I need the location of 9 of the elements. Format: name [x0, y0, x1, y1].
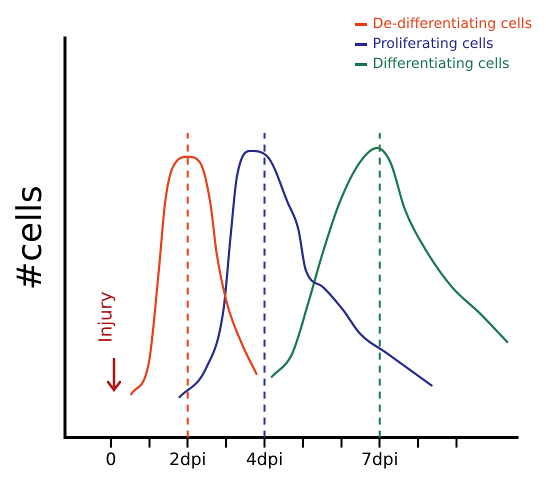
legend-label: Differentiating cells — [372, 55, 510, 74]
x-tick-label: 2dpi — [169, 450, 206, 470]
x-tick-label: 7dpi — [361, 450, 398, 470]
legend-label: Proliferating cells — [372, 35, 494, 54]
annotation: Injury — [96, 291, 117, 343]
y-axis-title: #cells — [10, 185, 50, 290]
x-tick-label: 0 — [105, 450, 116, 470]
legend-label: De-differentiating cells — [372, 15, 532, 34]
x-tick-label: 4dpi — [246, 450, 284, 470]
